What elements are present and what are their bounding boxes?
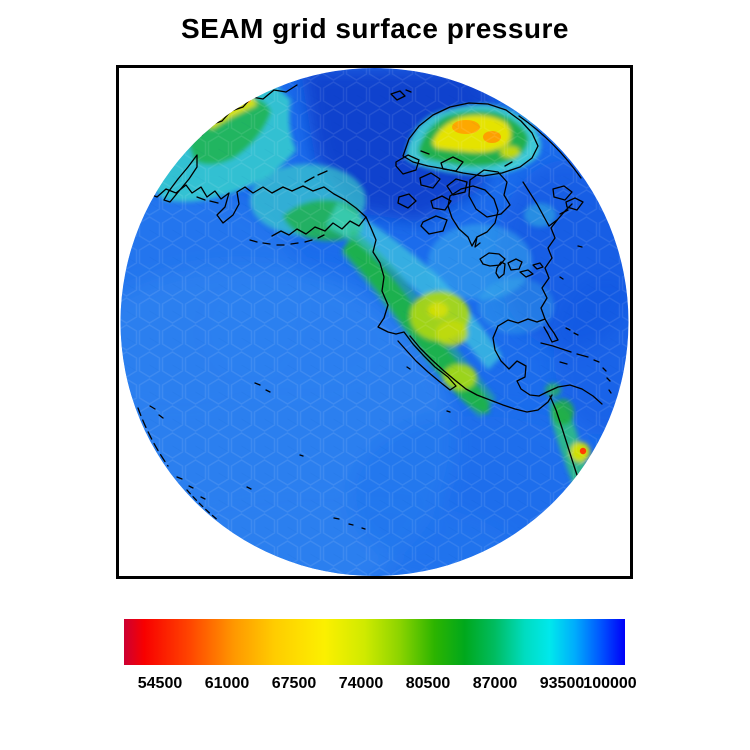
plot-frame xyxy=(116,65,633,579)
colorbar-tick-label: 80500 xyxy=(405,675,451,692)
colorbar-tick-label: 87000 xyxy=(472,675,518,692)
colorbar-tick-label: 54500 xyxy=(137,675,183,692)
colorbar-tick-label: 67500 xyxy=(271,675,317,692)
globe xyxy=(120,68,629,576)
colorbar-tick-label: 100000 xyxy=(583,675,637,692)
grid-cell-texture xyxy=(120,68,629,576)
coastlines xyxy=(137,84,612,530)
colorbar-tick-label: 93500 xyxy=(539,675,585,692)
colorbar-gradient xyxy=(124,619,625,665)
colorbar-tick-labels: 54500 61000 67500 74000 80500 87000 93500 10000… xyxy=(124,675,637,697)
colorbar-tick-label: 74000 xyxy=(338,675,384,692)
colorbar-tick-label: 61000 xyxy=(204,675,250,692)
chart-title: SEAM grid surface pressure xyxy=(180,13,570,44)
